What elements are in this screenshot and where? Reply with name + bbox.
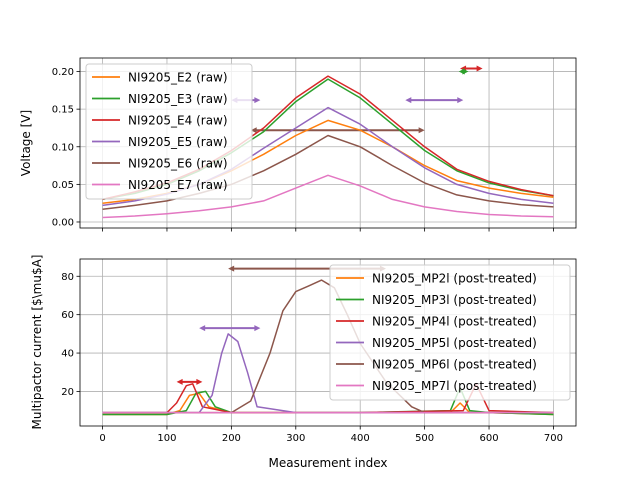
series-line-4	[102, 333, 554, 414]
ytick-label: 0.05	[52, 180, 74, 191]
legend-label: NI9205_E7 (raw)	[128, 178, 228, 192]
legend-label: NI9205_MP3l (post-treated)	[372, 293, 537, 307]
bottom-xlabel: Measurement index	[268, 456, 387, 470]
range-marker-arrow-left	[199, 325, 206, 332]
legend-box	[85, 63, 253, 200]
xtick-label: 0	[99, 433, 105, 444]
legend-label: NI9205_E3 (raw)	[128, 92, 228, 106]
xtick-label: 700	[544, 433, 563, 444]
series-line-6	[102, 174, 554, 219]
xtick-label: 300	[286, 433, 305, 444]
xtick-label: 100	[157, 433, 176, 444]
bottom-xticks: 0 100 200 300 400 500 600 700	[99, 426, 563, 444]
legend-label: NI9205_E2 (raw)	[128, 71, 228, 85]
ytick-label: 0.20	[52, 67, 74, 78]
range-marker-arrow-right	[462, 68, 469, 75]
bottom-yticks: 20 40 60 80	[61, 272, 80, 398]
ytick-label: 60	[61, 310, 74, 321]
ytick-label: 40	[61, 349, 74, 360]
bottom-axes-frame	[79, 258, 577, 427]
ytick-label: 0.00	[52, 217, 74, 228]
top-yticks: 0.00 0.05 0.10 0.15 0.20	[52, 67, 80, 228]
ytick-label: 0.15	[52, 105, 74, 116]
legend-box	[329, 264, 571, 401]
bottom-ylabel: Multipactor current [$\mu$A]	[30, 255, 44, 430]
legend-label: NI9205_E6 (raw)	[128, 157, 228, 171]
xtick-label: 500	[415, 433, 434, 444]
range-marker-arrow-right	[196, 378, 203, 385]
legend-label: NI9205_MP2l (post-treated)	[372, 272, 537, 286]
range-marker-arrow-left	[176, 378, 183, 385]
legend-label: NI9205_MP5l (post-treated)	[372, 336, 537, 350]
legend-label: NI9205_MP7l (post-treated)	[372, 379, 537, 393]
range-marker-arrow-right	[476, 65, 483, 72]
range-marker-arrow-right	[254, 97, 261, 104]
xtick-label: 200	[222, 433, 241, 444]
top-ylabel: Voltage [V]	[19, 110, 33, 176]
ytick-label: 0.10	[52, 142, 74, 153]
legend-label: NI9205_MP6l (post-treated)	[372, 358, 537, 372]
range-marker-arrow-right	[457, 97, 464, 104]
xtick-label: 600	[479, 433, 498, 444]
range-marker-arrow-right	[418, 127, 425, 134]
bottom-legend: NI9205_MP2l (post-treated) NI9205_MP3l (p…	[329, 264, 571, 401]
top-axes-frame	[79, 57, 577, 229]
top-legend: NI9205_E2 (raw) NI9205_E3 (raw) NI9205_E4 …	[85, 63, 253, 200]
legend-label: NI9205_E4 (raw)	[128, 114, 228, 128]
top-voltage-plot: 0.00 0.05 0.10 0.15 0.20 Voltage [V] NI9205_…	[19, 57, 577, 232]
legend-label: NI9205_MP4l (post-treated)	[372, 315, 537, 329]
top-xticks	[102, 228, 554, 232]
legend-label: NI9205_E5 (raw)	[128, 135, 228, 149]
range-marker-arrow-right	[254, 325, 261, 332]
range-marker-arrow-left	[405, 97, 412, 104]
bottom-current-plot: 20 40 60 80 0 100 200 300 400 500 600 700 Multipac…	[30, 255, 577, 470]
ytick-label: 80	[61, 272, 74, 283]
top-markers	[231, 65, 483, 134]
range-marker-arrow-left	[228, 265, 235, 272]
ytick-label: 20	[61, 387, 74, 398]
range-marker-arrow-left	[250, 127, 257, 134]
xtick-label: 400	[351, 433, 370, 444]
